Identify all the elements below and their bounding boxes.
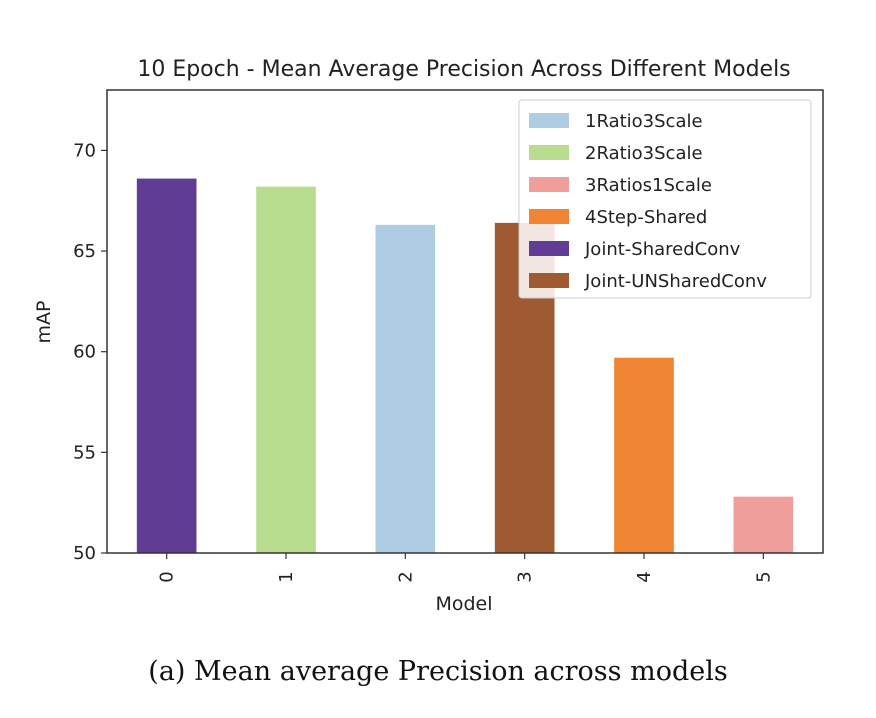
legend-box (518, 99, 812, 299)
bar-2 (375, 224, 436, 554)
legend-label-Joint-SharedConv: Joint-SharedConv (584, 239, 741, 260)
y-tick-label-60: 60 (73, 342, 96, 363)
legend: 1Ratio3Scale 2Ratio3Scale 3Ratios1Scale 4St… (518, 99, 812, 299)
x-tick-label-0: 0 (157, 571, 178, 582)
bar-chart: 10 Epoch - Mean Average Precision Across… (33, 57, 824, 615)
y-tick-label-50: 50 (73, 543, 96, 564)
legend-swatch-1Ratio3Scale (529, 113, 569, 128)
x-tick-label-1: 1 (276, 571, 297, 582)
y-tick-label-70: 70 (73, 140, 96, 161)
bar-5 (733, 496, 794, 553)
x-axis-label: Model (435, 593, 492, 615)
legend-swatch-2Ratio3Scale (529, 145, 569, 160)
legend-swatch-Joint-SharedConv (529, 241, 569, 256)
bar-4 (614, 357, 674, 553)
x-axis: 0 1 2 3 4 5 (157, 553, 774, 583)
legend-label-Joint-UNSharedConv: Joint-UNSharedConv (584, 271, 767, 292)
legend-swatch-Joint-UNSharedConv (529, 273, 569, 288)
x-tick-label-4: 4 (634, 571, 655, 582)
legend-swatch-3Ratios1Scale (529, 177, 569, 192)
legend-label-1Ratio3Scale: 1Ratio3Scale (585, 111, 703, 132)
y-axis: 50 55 60 65 70 (73, 140, 107, 564)
legend-label-2Ratio3Scale: 2Ratio3Scale (585, 143, 703, 164)
bar-0 (136, 178, 197, 553)
legend-swatch-4Step-Shared (529, 209, 569, 224)
legend-label-3Ratios1Scale: 3Ratios1Scale (585, 175, 712, 196)
figure-caption: (a) Mean average Precision across models (148, 656, 728, 687)
legend-label-4Step-Shared: 4Step-Shared (585, 207, 707, 228)
x-tick-label-5: 5 (753, 571, 774, 582)
y-axis-label: mAP (33, 301, 55, 344)
x-tick-label-2: 2 (395, 571, 416, 582)
plot-frame (106, 89, 824, 554)
bar-1 (256, 186, 316, 553)
y-tick-label-65: 65 (73, 241, 96, 262)
x-tick-label-3: 3 (515, 571, 536, 582)
chart-title: 10 Epoch - Mean Average Precision Across… (137, 57, 790, 82)
y-tick-label-55: 55 (73, 442, 96, 463)
